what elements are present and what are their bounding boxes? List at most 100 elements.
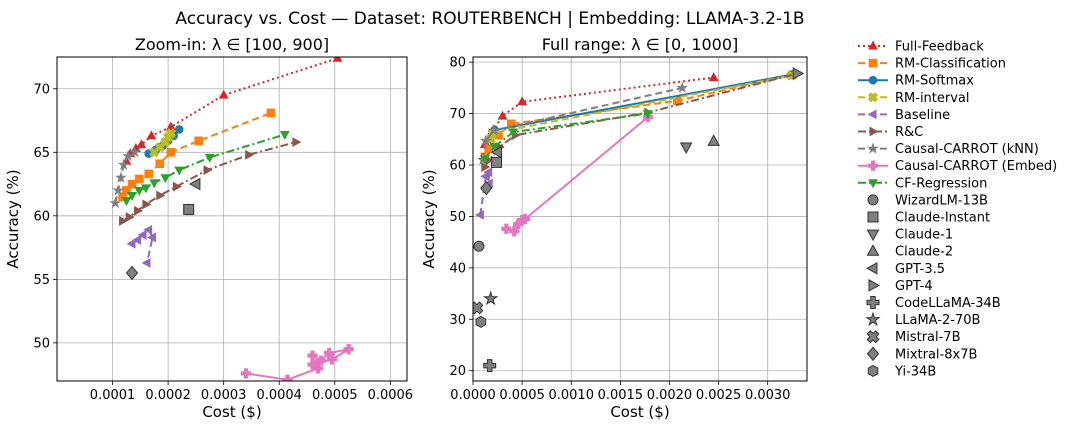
y-tick-label: 60 [33, 209, 50, 224]
x-tick-label: 0.0000 [450, 388, 496, 403]
x-tick-label: 0.0010 [548, 388, 594, 403]
legend-item-rm-classification: RM-Classification [858, 57, 1006, 72]
legend-item-gpt-4: GPT-4 [868, 279, 933, 294]
x-tick-label: 0.0030 [745, 388, 791, 403]
data-point-full-feedback [165, 121, 176, 131]
model-point-claude-instant [183, 203, 195, 215]
data-point-rm-classification [266, 108, 276, 118]
y-tick-label: 80 [449, 56, 466, 71]
legend-item-claude-instant: Claude-Instant [867, 211, 990, 226]
data-point-causal-carrot-embed [519, 213, 531, 225]
data-point-causal-carrot-knn [676, 81, 689, 93]
legend-label: Claude-1 [895, 228, 953, 243]
legend-marker [866, 296, 880, 309]
data-point-causal-carrot-embed [307, 359, 318, 370]
x-tick-label: 0.0005 [312, 388, 358, 403]
chart-zoom-in: 0.0001 0.0002 0.0003 0.0004 0.0005 0.0006 50 55… [4, 35, 413, 421]
legend-label: GPT-3.5 [895, 262, 945, 277]
legend-item-gpt-3-5: GPT-3.5 [865, 262, 945, 277]
legend-marker [866, 244, 880, 256]
x-tick-label: 0.0015 [598, 388, 644, 403]
legend-label: Full-Feedback [895, 40, 984, 55]
data-point-rm-classification [134, 174, 144, 184]
legend-item-rm-interval: RM-interval [858, 91, 970, 106]
data-point-baseline [126, 238, 136, 249]
data-point-cf-regression [279, 131, 290, 140]
model-point-claude-instant [491, 156, 503, 168]
data-point-rm-classification [155, 159, 165, 169]
data-point-rm-classification [127, 179, 137, 189]
x-tick-label: 0.0020 [647, 388, 693, 403]
legend-item-r-c: R&C [858, 125, 923, 140]
data-point-causal-carrot-embed [513, 219, 524, 230]
legend-item-claude-2: Claude-2 [866, 244, 953, 260]
series-line-rm-interval [489, 74, 792, 140]
data-point-r-c [156, 190, 166, 201]
data-point-full-feedback [517, 96, 528, 106]
legend-item-causal-carrot-embed: Causal-CARROT (Embed) [858, 159, 1057, 174]
x-tick-label: 0.0002 [145, 388, 191, 403]
data-point-cf-regression [489, 142, 500, 152]
legend-item-claude-1: Claude-1 [866, 228, 953, 243]
y-tick-label: 55 [33, 273, 50, 288]
data-point-r-c [292, 137, 302, 148]
legend-label: RM-Classification [895, 57, 1006, 72]
data-point-baseline [147, 232, 157, 243]
y-axis-label: Accuracy (%) [4, 169, 22, 268]
y-tick-label: 65 [33, 146, 50, 161]
legend-item-mistral-7b: Mistral-7B [866, 330, 961, 345]
data-point-causal-carrot-knn [479, 134, 492, 146]
data-point-cf-regression [508, 128, 519, 138]
legend-label: CF-Regression [895, 176, 987, 191]
y-tick-label: 50 [33, 336, 50, 351]
data-point-causal-carrot-knn [109, 196, 122, 209]
series-line-r-c [122, 141, 297, 222]
model-point-gpt-3-5 [490, 145, 503, 159]
legend-marker [868, 40, 878, 50]
data-point-causal-carrot-knn [117, 158, 130, 170]
chart-title: Full range: λ ∈ [0, 1000] [542, 35, 739, 54]
data-point-full-feedback [146, 130, 157, 140]
legend-label: RM-Softmax [895, 74, 974, 89]
model-point-gpt-4 [792, 67, 805, 80]
model-point-wizardlm-13b [473, 240, 485, 252]
data-point-causal-carrot-embed [326, 354, 338, 365]
legend-label: CodeLLaMA-34B [895, 296, 1001, 311]
data-point-causal-carrot-embed [240, 368, 251, 379]
data-point-r-c [134, 205, 143, 216]
data-point-r-c [172, 181, 182, 192]
legend-item-codellama-34b: CodeLLaMA-34B [866, 296, 1001, 311]
series-line-causal-carrot-knn [481, 86, 683, 161]
data-point-causal-carrot-embed [343, 344, 354, 355]
data-point-causal-carrot-knn [115, 171, 127, 183]
data-point-rm-classification [122, 186, 131, 195]
data-point-cf-regression [149, 179, 160, 189]
data-point-full-feedback [218, 89, 229, 99]
data-point-full-feedback [497, 110, 508, 120]
legend-label: Baseline [895, 108, 950, 123]
legend-marker [868, 75, 878, 85]
legend-label: Causal-CARROT (Embed) [895, 159, 1057, 174]
data-point-cf-regression [127, 191, 137, 201]
legend-item-causal-carrot-knn: Causal-CARROT (kNN) [858, 142, 1039, 157]
model-point-claude-2 [707, 134, 721, 146]
data-point-cf-regression [160, 174, 171, 184]
data-point-rm-classification [194, 136, 203, 146]
model-point-mixtral-8x7b [480, 180, 493, 196]
series-line-cf-regression [484, 112, 648, 160]
data-point-cf-regression [121, 197, 132, 206]
legend-label: Yi-34B [894, 364, 936, 379]
data-point-causal-carrot-knn [128, 146, 141, 158]
legend-marker [865, 311, 881, 327]
legend-item-mixtral-8x7b: Mixtral-8x7B [866, 346, 977, 362]
legend-marker [868, 58, 878, 68]
legend-label: Mistral-7B [895, 330, 961, 345]
legend-item-yi-34b: Yi-34B [867, 364, 936, 379]
legend-item-rm-softmax: RM-Softmax [858, 74, 974, 89]
data-point-baseline [132, 235, 142, 245]
model-point-mixtral-8x7b [125, 265, 139, 281]
x-axis-label: Cost ($) [202, 403, 261, 421]
model-point-yi-34b [475, 315, 487, 328]
legend-label: LLaMA-2-70B [895, 313, 980, 328]
